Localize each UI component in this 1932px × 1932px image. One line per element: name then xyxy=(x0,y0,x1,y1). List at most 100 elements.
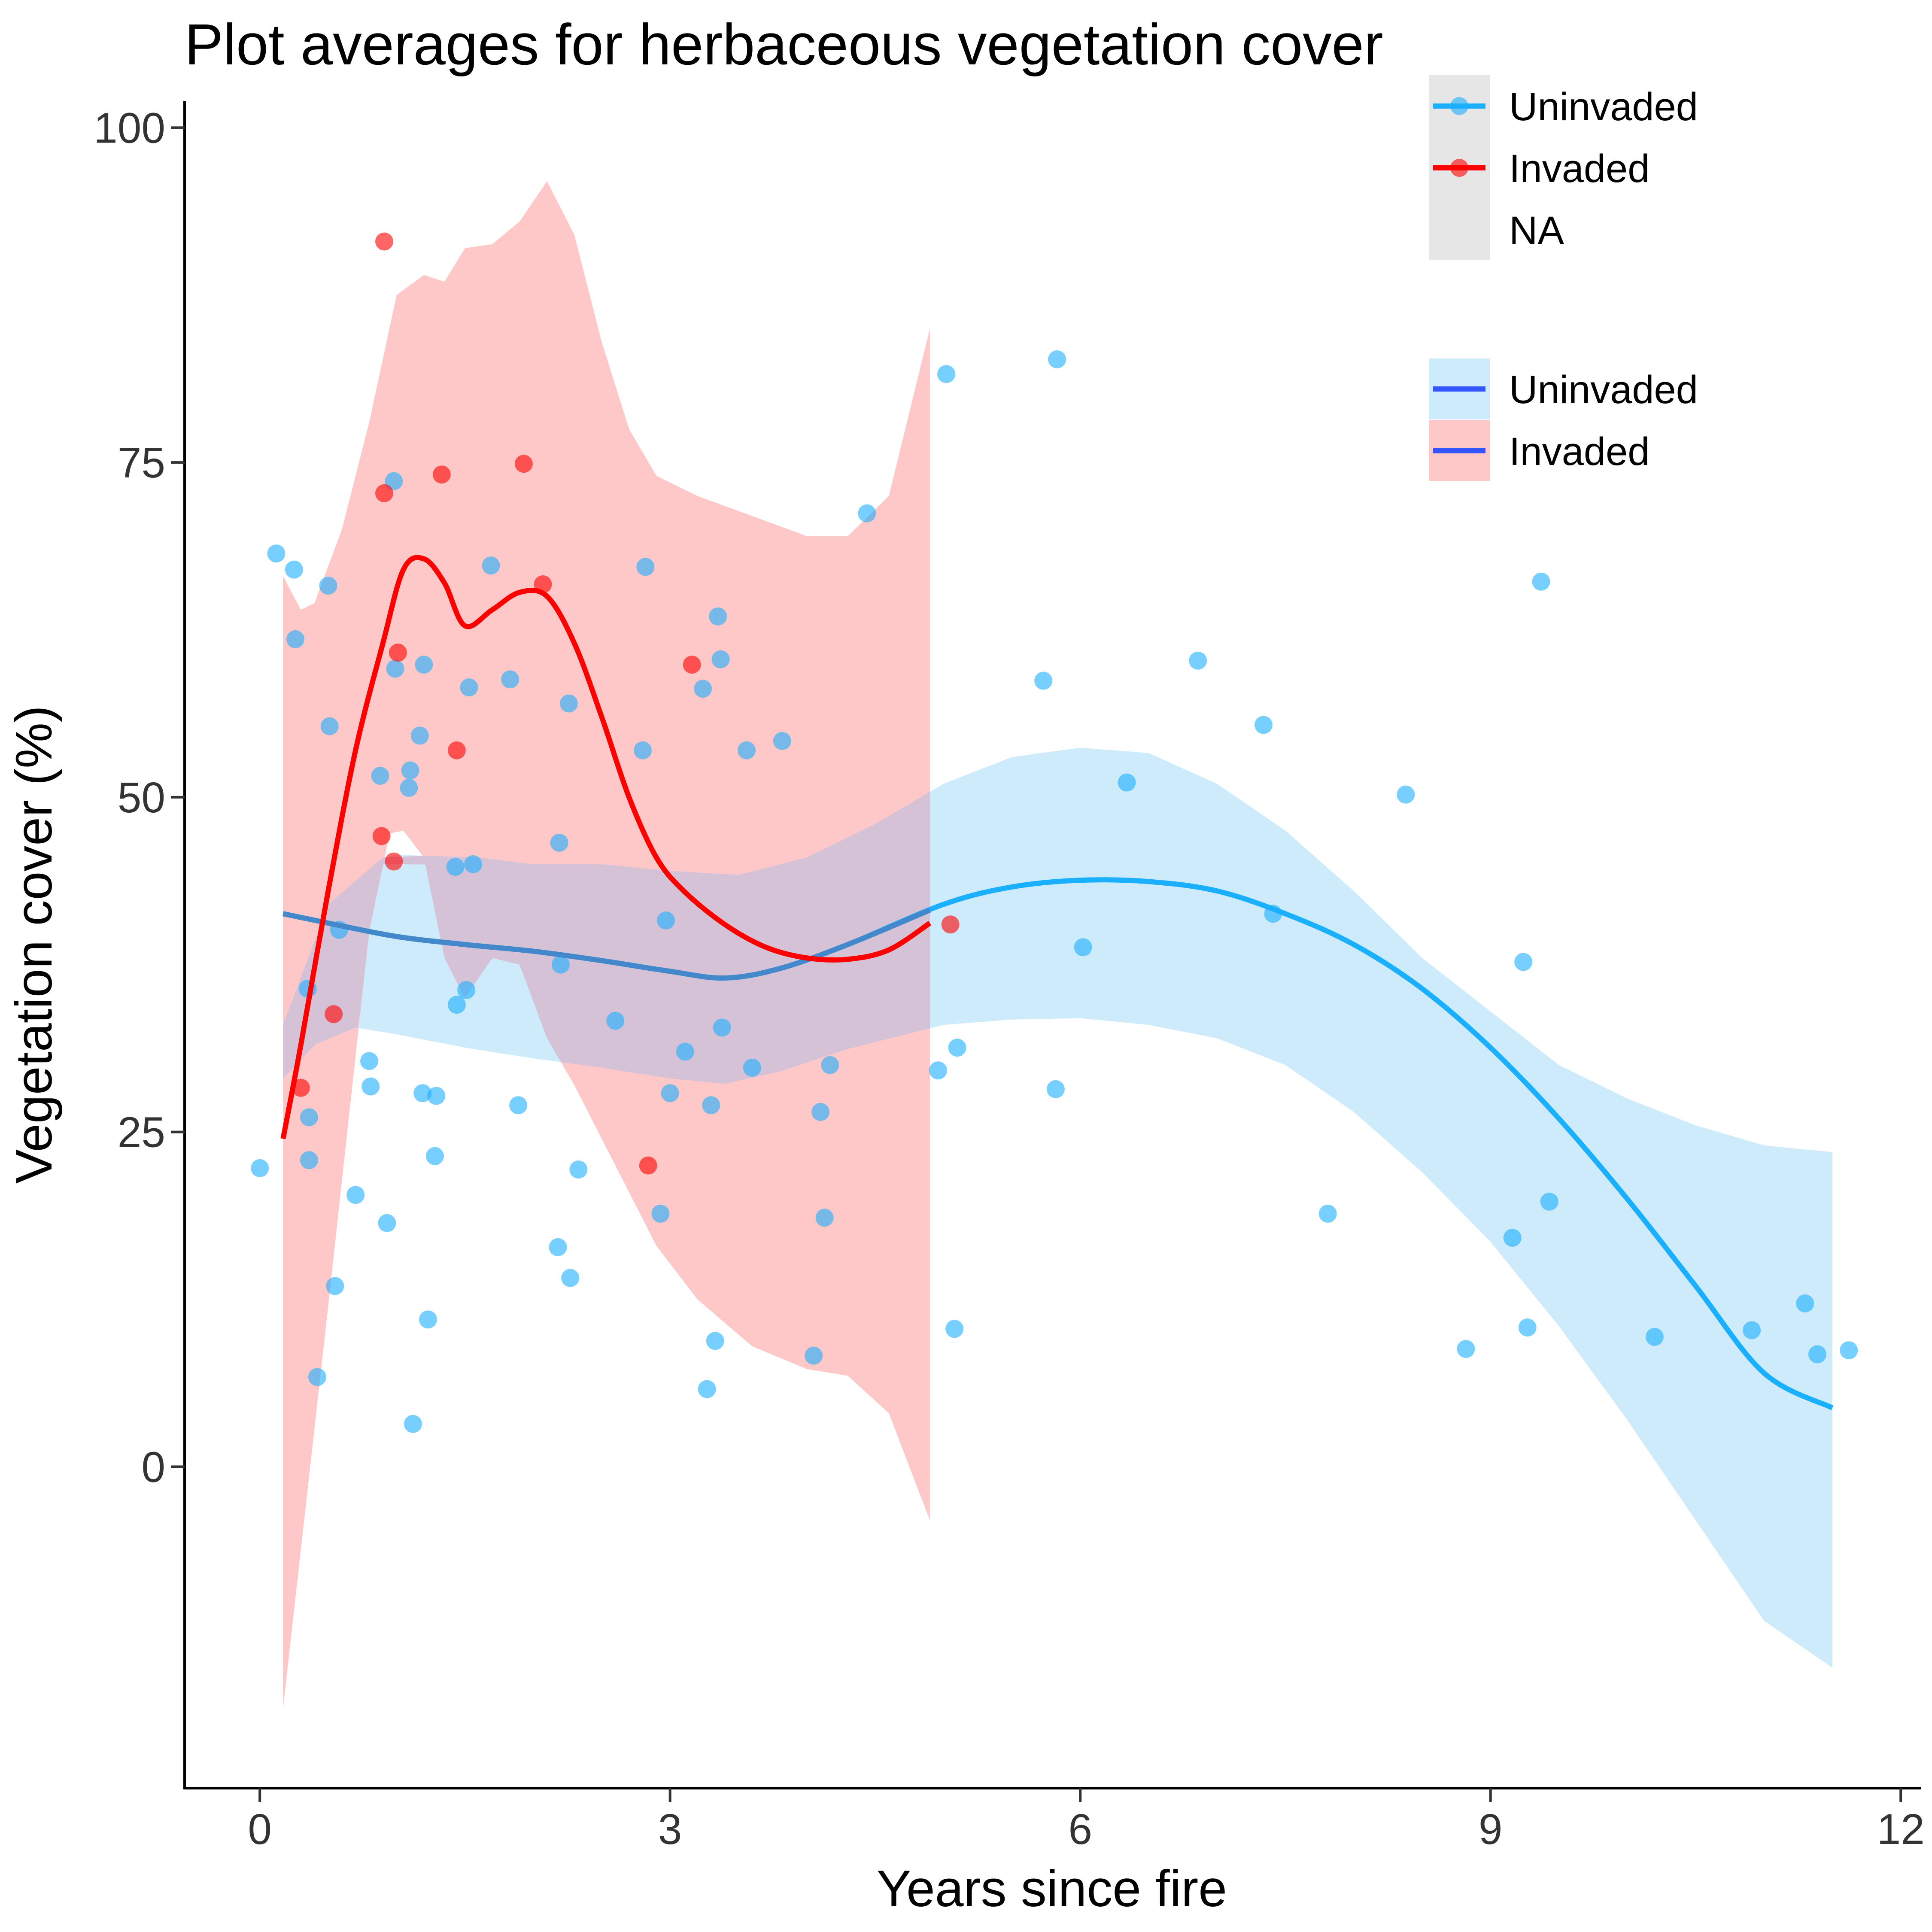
uninvaded-point xyxy=(738,741,756,759)
uninvaded-point xyxy=(413,1084,432,1103)
x-axis-label: Years since fire xyxy=(877,1860,1227,1917)
uninvaded-point xyxy=(320,717,339,735)
legend-item-invaded-point: Invaded xyxy=(1433,147,1649,191)
uninvaded-point xyxy=(636,558,655,576)
legend-label: NA xyxy=(1509,209,1564,252)
y-ticks: 0 25 50 75 100 xyxy=(94,104,185,1491)
uninvaded-point xyxy=(446,858,465,876)
uninvaded-point xyxy=(1048,350,1066,368)
axes: 0 3 6 9 12 0 25 50 75 100 xyxy=(94,101,1925,1853)
invaded-point xyxy=(941,915,960,934)
uninvaded-point xyxy=(300,1151,318,1170)
legend-item-uninvaded-fit: Uninvaded xyxy=(1429,358,1698,419)
uninvaded-point xyxy=(308,1368,326,1386)
uninvaded-point xyxy=(657,911,675,930)
uninvaded-point xyxy=(1743,1321,1761,1340)
invaded-point xyxy=(292,1078,310,1097)
uninvaded-point xyxy=(427,1087,446,1105)
uninvaded-point xyxy=(1540,1192,1558,1211)
uninvaded-point xyxy=(706,1332,724,1350)
invaded-point xyxy=(447,741,466,759)
legend: Uninvaded Invaded NA Uninvaded Invaded xyxy=(1429,75,1698,481)
uninvaded-point xyxy=(773,732,791,750)
uninvaded-point xyxy=(811,1103,830,1121)
uninvaded-point xyxy=(702,1096,720,1115)
x-tick-label: 0 xyxy=(248,1805,272,1853)
uninvaded-point xyxy=(698,1380,716,1398)
uninvaded-point xyxy=(447,996,466,1014)
invaded-point xyxy=(375,484,394,502)
uninvaded-point xyxy=(676,1042,694,1061)
uninvaded-point xyxy=(937,365,956,383)
uninvaded-point xyxy=(386,659,404,678)
uninvaded-point xyxy=(549,1238,567,1256)
legend-key-point xyxy=(1450,97,1468,115)
uninvaded-point xyxy=(300,1108,318,1127)
uninvaded-point xyxy=(1645,1327,1664,1346)
uninvaded-point xyxy=(425,1147,444,1165)
legend-point-group: Uninvaded Invaded NA xyxy=(1429,75,1698,260)
y-axis-label: Vegetation cover (%) xyxy=(5,705,63,1184)
uninvaded-point xyxy=(1503,1229,1522,1247)
uninvaded-point xyxy=(1318,1204,1337,1223)
legend-label: Uninvaded xyxy=(1509,85,1698,129)
y-tick-label: 25 xyxy=(118,1109,165,1157)
invaded-point xyxy=(372,827,391,845)
invaded-point xyxy=(389,644,407,662)
uninvaded-point xyxy=(1074,938,1092,957)
uninvaded-point xyxy=(1808,1345,1826,1364)
uninvaded-point xyxy=(326,1277,344,1295)
legend-key-point xyxy=(1450,159,1468,177)
uninvaded-point xyxy=(1840,1341,1858,1360)
uninvaded-point xyxy=(267,544,286,563)
uninvaded-point xyxy=(743,1058,761,1077)
legend-label: Invaded xyxy=(1509,430,1649,474)
uninvaded-point xyxy=(561,1269,580,1287)
uninvaded-point xyxy=(371,767,389,785)
uninvaded-point xyxy=(929,1061,947,1080)
uninvaded-point xyxy=(1034,671,1053,690)
uninvaded-point xyxy=(821,1056,839,1074)
uninvaded-point xyxy=(509,1096,528,1115)
uninvaded-point xyxy=(385,472,403,490)
uninvaded-point xyxy=(633,741,652,759)
uninvaded-point xyxy=(415,656,433,674)
uninvaded-point xyxy=(346,1186,365,1204)
uninvaded-point xyxy=(1397,785,1415,804)
y-tick-label: 0 xyxy=(141,1443,165,1491)
legend-label: Uninvaded xyxy=(1509,368,1698,412)
smooth-lines xyxy=(280,555,1834,1410)
invaded-point xyxy=(375,232,394,251)
uninvaded-point xyxy=(858,504,876,522)
uninvaded-point xyxy=(1796,1294,1814,1312)
x-tick-label: 12 xyxy=(1877,1805,1925,1853)
uninvaded-point xyxy=(501,670,519,689)
uninvaded-point xyxy=(945,1320,964,1338)
chart-title: Plot averages for herbaceous vegetation … xyxy=(185,12,1383,77)
y-tick-label: 50 xyxy=(118,774,165,822)
invaded-point xyxy=(385,852,403,871)
invaded-point xyxy=(432,465,451,484)
invaded-point xyxy=(683,656,701,674)
uninvaded-point xyxy=(569,1160,588,1179)
y-tick-label: 100 xyxy=(94,104,165,152)
uninvaded-point xyxy=(551,955,570,974)
uninvaded-point xyxy=(1518,1318,1537,1337)
uninvaded-point xyxy=(464,855,483,873)
invaded-point xyxy=(514,455,533,473)
uninvaded-point xyxy=(404,1415,422,1433)
uninvaded-point xyxy=(651,1204,670,1223)
uninvaded-point xyxy=(251,1159,269,1177)
uninvaded-point xyxy=(400,779,418,797)
uninvaded-point xyxy=(401,761,419,780)
invaded-smooth-line xyxy=(280,555,932,1139)
uninvaded-point xyxy=(1532,572,1550,591)
plot-area xyxy=(251,181,1858,1708)
uninvaded-point xyxy=(410,726,429,745)
confidence-bands xyxy=(283,181,1832,1708)
uninvaded-point xyxy=(482,556,500,575)
uninvaded-point xyxy=(661,1084,679,1103)
uninvaded-point xyxy=(1457,1340,1475,1358)
legend-item-invaded-fit: Invaded xyxy=(1429,420,1649,481)
